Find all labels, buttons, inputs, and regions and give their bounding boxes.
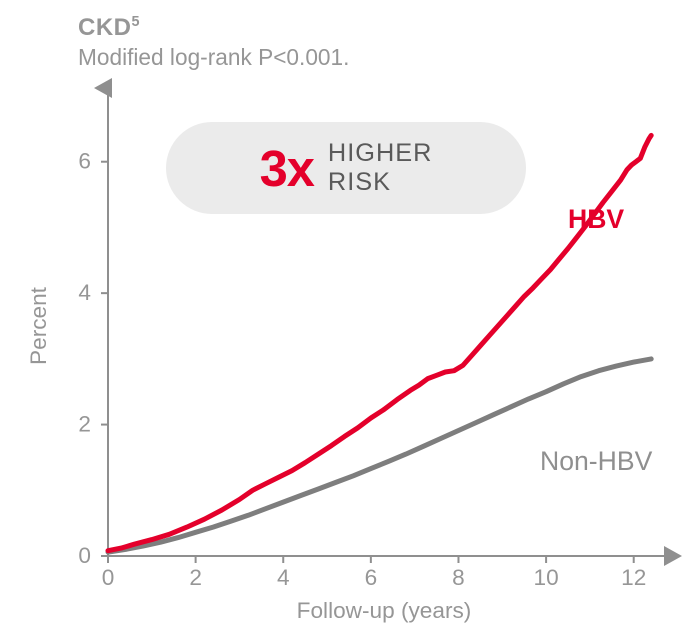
x-tick-label: 10 xyxy=(534,565,559,590)
callout-line1: HIGHER xyxy=(328,139,433,167)
callout-line2: RISK xyxy=(328,168,391,196)
x-tick-label: 0 xyxy=(102,565,115,590)
y-axis-label: Percent xyxy=(26,286,51,365)
x-tick-label: 8 xyxy=(452,565,465,590)
y-tick-label: 4 xyxy=(78,280,91,305)
y-tick-label: 6 xyxy=(78,149,91,174)
x-tick-label: 6 xyxy=(365,565,378,590)
series-hbv-label: HBV xyxy=(568,204,624,234)
labels-group: Follow-up (years) Percent Non-HBV HBV xyxy=(26,204,653,623)
x-tick-label: 4 xyxy=(277,565,290,590)
chart-svg: 0 2 4 6 8 10 12 0 2 4 6 Follow-up (years) Percent No… xyxy=(0,0,700,638)
series-non-hbv-label: Non-HBV xyxy=(540,446,653,476)
chart-container: CKD5 Modified log-rank P<0.001. 02468101… xyxy=(0,0,700,638)
x-tick-label: 12 xyxy=(621,565,646,590)
ticks-group: 0 2 4 6 8 10 12 0 2 4 6 xyxy=(78,149,646,590)
y-tick-label: 2 xyxy=(78,412,91,437)
callout-subtext: HIGHER RISK xyxy=(328,139,433,197)
y-tick-label: 0 xyxy=(78,543,91,568)
x-tick-label: 2 xyxy=(189,565,202,590)
callout-multiplier: 3x xyxy=(260,139,314,198)
x-axis-label: Follow-up (years) xyxy=(297,598,472,623)
risk-callout-pill: 3x HIGHER RISK xyxy=(166,122,526,214)
